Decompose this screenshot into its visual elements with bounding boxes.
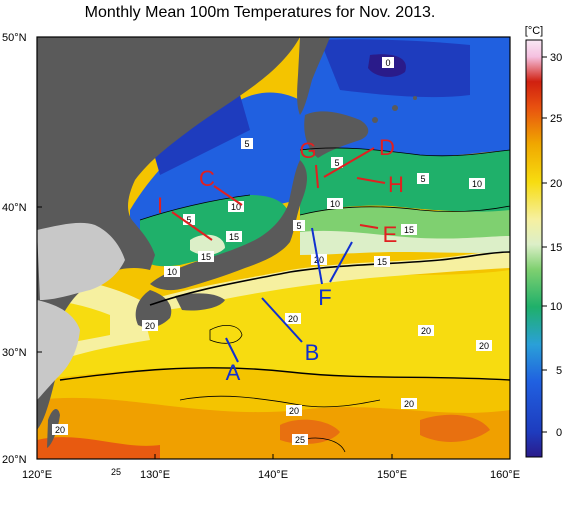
- contour-label: 20: [285, 313, 301, 324]
- marker-b: B: [305, 340, 320, 365]
- svg-text:20: 20: [421, 326, 431, 336]
- svg-text:20: 20: [288, 314, 298, 324]
- svg-text:20: 20: [55, 425, 65, 435]
- lat-label-40n: 40°N: [2, 202, 27, 214]
- contour-label: 5: [331, 157, 343, 168]
- contour-label: 5: [417, 173, 429, 184]
- svg-text:5: 5: [334, 158, 339, 168]
- colorbar-tick: 20: [550, 178, 562, 190]
- contour-label: 0: [382, 57, 394, 68]
- contour-label: 5: [293, 220, 305, 231]
- contour-value-labels: 0 5 5 5 5 5 10 10 10 10 15 15 15 15 20 2…: [52, 57, 492, 477]
- svg-text:10: 10: [167, 267, 177, 277]
- lat-label-30n: 30°N: [2, 347, 27, 359]
- contour-label: 10: [228, 201, 244, 212]
- svg-text:15: 15: [229, 232, 239, 242]
- svg-text:25: 25: [111, 467, 121, 477]
- svg-text:0: 0: [385, 58, 390, 68]
- contour-label: 10: [469, 178, 485, 189]
- contour-label: 20: [401, 398, 417, 409]
- axis-ticks: [36, 36, 511, 460]
- map-title: Monthly Mean 100m Temperatures for Nov. …: [84, 4, 436, 21]
- contour-label: 10: [164, 266, 180, 277]
- svg-text:20: 20: [145, 321, 155, 331]
- svg-text:5: 5: [244, 139, 249, 149]
- colorbar-tick: 30: [550, 52, 562, 64]
- contour-label: 5: [183, 214, 195, 225]
- marker-g: H: [388, 172, 404, 197]
- svg-text:5: 5: [296, 221, 301, 231]
- contour-label: 25: [292, 434, 308, 445]
- colorbar-tick: 10: [550, 301, 562, 313]
- colorbar-unit: [°C]: [525, 25, 543, 37]
- contour-label: 20: [311, 254, 327, 265]
- contour-label: 20: [286, 405, 302, 416]
- colorbar-tick: 5: [556, 365, 562, 377]
- svg-text:15: 15: [201, 252, 211, 262]
- lon-label-160e: 160°E: [490, 469, 520, 481]
- land: [37, 37, 417, 448]
- svg-text:5: 5: [186, 215, 191, 225]
- contour-label: 20: [476, 340, 492, 351]
- colorbar-tick: 15: [550, 242, 562, 254]
- marker-i: C: [199, 166, 215, 191]
- svg-text:25: 25: [295, 435, 305, 445]
- marker-d: E: [383, 222, 398, 247]
- svg-text:20: 20: [479, 341, 489, 351]
- svg-text:5: 5: [420, 174, 425, 184]
- marker-e: G: [299, 138, 316, 163]
- lat-label-50n: 50°N: [2, 32, 27, 44]
- contour-label: 15: [198, 251, 214, 262]
- contour-label: 15: [226, 231, 242, 242]
- marker-c: D: [379, 135, 395, 160]
- svg-text:10: 10: [231, 202, 241, 212]
- lon-label-140e: 140°E: [258, 469, 288, 481]
- svg-text:20: 20: [314, 255, 324, 265]
- contour-label: 20: [142, 320, 158, 331]
- marker-h: I: [157, 193, 163, 218]
- svg-text:20: 20: [289, 406, 299, 416]
- contour-label: 25: [108, 466, 124, 477]
- svg-text:15: 15: [377, 257, 387, 267]
- svg-text:10: 10: [472, 179, 482, 189]
- contour-label: 10: [327, 198, 343, 209]
- contour-label: 20: [418, 325, 434, 336]
- contour-label: 15: [374, 256, 390, 267]
- lon-label-150e: 150°E: [377, 469, 407, 481]
- color-bar: [°C] 30 25 20 15 10 5 0: [525, 25, 562, 458]
- red-marker-lines: [171, 147, 386, 241]
- svg-text:10: 10: [330, 199, 340, 209]
- marker-f: F: [318, 285, 331, 310]
- contour-label: 5: [241, 138, 253, 149]
- blue-marker-lines: [225, 227, 353, 363]
- lon-label-130e: 130°E: [140, 469, 170, 481]
- lon-label-120e: 120°E: [22, 469, 52, 481]
- marker-a: A: [226, 360, 241, 385]
- lat-label-20n: 20°N: [2, 454, 27, 466]
- contour-label: 20: [52, 424, 68, 435]
- svg-text:15: 15: [404, 225, 414, 235]
- svg-text:20: 20: [404, 399, 414, 409]
- colorbar-tick: 25: [550, 113, 562, 125]
- contour-label: 15: [401, 224, 417, 235]
- colorbar-tick: 0: [556, 427, 562, 439]
